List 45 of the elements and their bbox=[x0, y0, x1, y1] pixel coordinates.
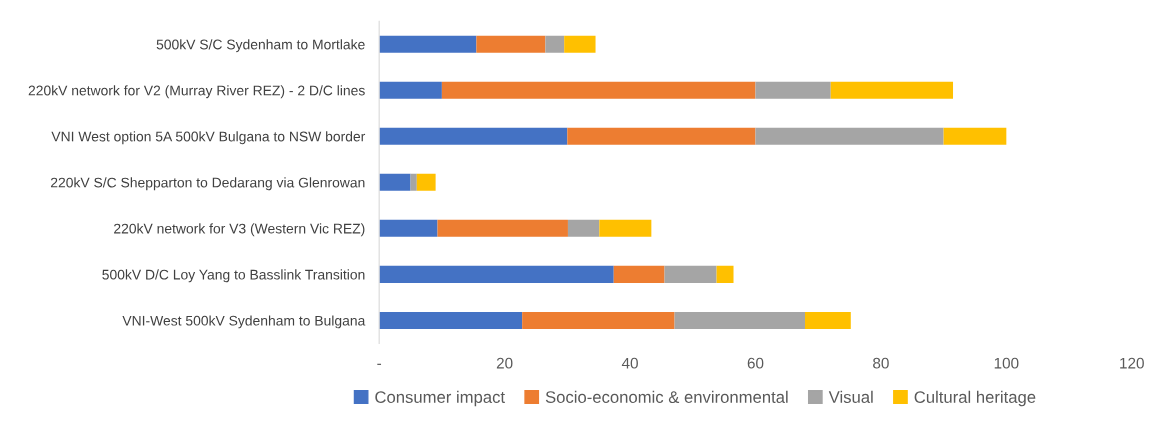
bar bbox=[441, 81, 756, 99]
bar bbox=[379, 81, 442, 99]
y-tick-label: 220kV network for V3 (Western Vic REZ) bbox=[114, 223, 365, 237]
x-tick-label: 100 bbox=[994, 357, 1019, 369]
bar bbox=[674, 311, 806, 329]
bar bbox=[379, 173, 411, 191]
bar bbox=[830, 81, 954, 99]
legend-label: Visual bbox=[828, 390, 873, 403]
y-tick-label: 500kV S/C Sydenham to Mortlake bbox=[156, 39, 365, 53]
x-tick-label: 80 bbox=[873, 357, 889, 369]
bar bbox=[416, 173, 436, 191]
bar bbox=[599, 219, 652, 237]
bar bbox=[805, 311, 851, 329]
bar bbox=[943, 127, 1007, 145]
bar bbox=[379, 35, 477, 53]
bar bbox=[476, 35, 546, 53]
x-tick-label: 60 bbox=[747, 357, 764, 369]
legend-label: Socio-economic & environmental bbox=[545, 390, 788, 403]
bar bbox=[379, 219, 438, 237]
bar bbox=[379, 127, 568, 145]
bar bbox=[755, 81, 831, 99]
x-tick-label: 20 bbox=[496, 357, 513, 369]
bar bbox=[755, 127, 944, 145]
legend-label: Consumer impact bbox=[375, 390, 505, 407]
bar bbox=[664, 265, 717, 283]
y-tick-label: 500kV D/C Loy Yang to Basslink Transition bbox=[102, 269, 365, 283]
y-tick-label: VNI West option 5A 500kV Bulgana to NSW border bbox=[51, 131, 366, 145]
x-tick-label: - bbox=[377, 363, 382, 365]
y-tick-label: 220kV S/C Shepparton to Dedarang via Glenrowan bbox=[50, 177, 365, 191]
x-tick-label: 40 bbox=[621, 357, 638, 369]
bar bbox=[410, 173, 417, 191]
y-tick-label: VNI-West 500kV Sydenham to Bulgana bbox=[122, 315, 366, 329]
bar bbox=[613, 265, 665, 283]
bar bbox=[379, 311, 523, 329]
bar bbox=[567, 127, 756, 145]
bar bbox=[379, 265, 614, 283]
bar bbox=[567, 219, 600, 237]
bar bbox=[437, 219, 568, 237]
bar bbox=[716, 265, 734, 283]
y-tick-label: 220kV network for V2 (Murray River REZ) - 2 D/C lines bbox=[28, 85, 365, 99]
bar bbox=[564, 35, 596, 53]
x-tick-label: 120 bbox=[1120, 357, 1144, 369]
legend-label: Cultural heritage bbox=[914, 390, 1036, 407]
bar bbox=[522, 311, 675, 329]
bar bbox=[545, 35, 565, 53]
